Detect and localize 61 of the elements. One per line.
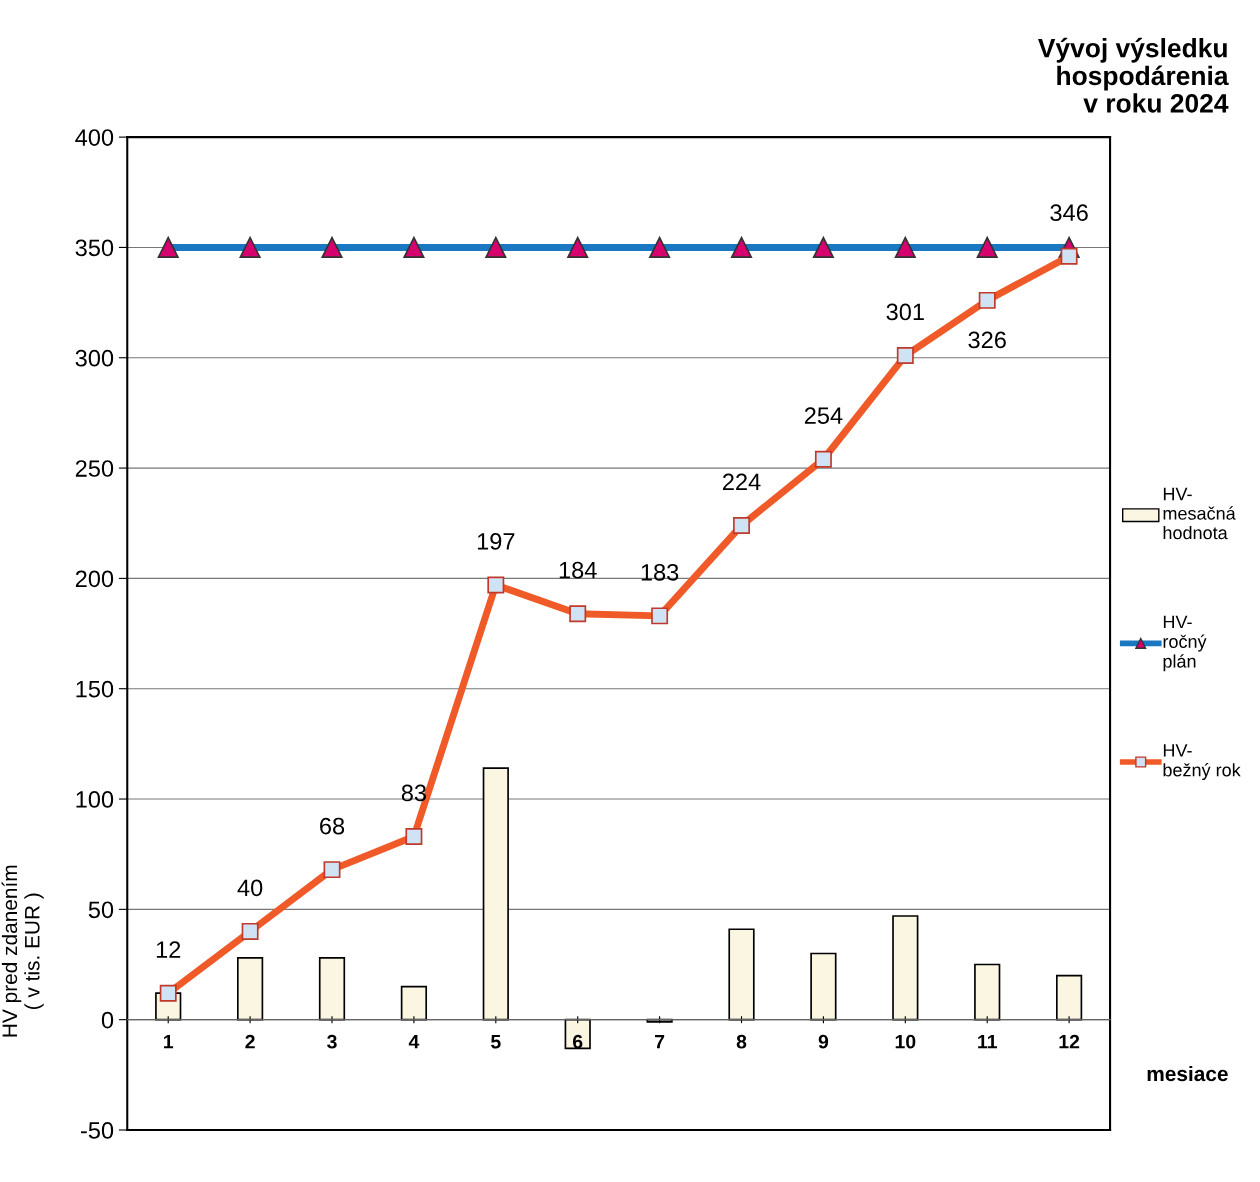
x-axis-title: mesiace — [1147, 1065, 1228, 1082]
data-label: 224 — [723, 473, 761, 490]
y-tick-label: 0 — [101, 1011, 114, 1029]
bar — [974, 963, 1001, 1021]
x-tick-label: 4 — [408, 1034, 420, 1049]
x-tick-label: 8 — [736, 1034, 747, 1049]
data-label: 184 — [559, 561, 597, 579]
data-label: 68 — [320, 817, 345, 835]
x-tick-label: 6 — [573, 1034, 583, 1049]
data-label: 346 — [1050, 204, 1088, 222]
data-label: 254 — [804, 407, 843, 425]
point — [159, 984, 177, 1002]
x-tick-label: 7 — [655, 1034, 665, 1049]
x-tick-label: 2 — [245, 1034, 255, 1049]
x-tick-label: 11 — [978, 1034, 997, 1049]
y-tick-label: 300 — [75, 349, 114, 367]
x-tick-label: 12 — [1059, 1034, 1080, 1049]
point — [487, 576, 505, 594]
data-label: 301 — [886, 303, 924, 321]
point — [896, 347, 914, 365]
x-tick-label: 5 — [491, 1034, 501, 1049]
x-tick-label: 9 — [818, 1034, 829, 1049]
y-tick-label: 350 — [75, 239, 114, 257]
bar — [400, 985, 428, 1021]
point — [814, 450, 832, 468]
y-tick-label: -50 — [80, 1122, 114, 1139]
point — [241, 922, 259, 940]
data-label: 40 — [237, 879, 263, 897]
data-label: 83 — [401, 784, 426, 802]
point — [569, 605, 587, 623]
x-tick-label: 10 — [895, 1034, 916, 1049]
bar — [1055, 974, 1083, 1021]
bar — [892, 915, 919, 1021]
legend-label: HV- bežný rok — [1163, 744, 1241, 781]
data-label: 197 — [477, 533, 515, 550]
x-tick-label: 1 — [164, 1034, 174, 1049]
x-tick-label: 3 — [327, 1034, 337, 1049]
bar — [810, 952, 837, 1021]
data-label: 12 — [156, 941, 181, 958]
data-label: 326 — [968, 331, 1006, 349]
y-tick-label: 150 — [76, 680, 114, 698]
point — [323, 861, 341, 879]
y-tick-label: 200 — [75, 570, 114, 588]
legend-label: HV- ročný plán — [1163, 615, 1207, 672]
point — [651, 607, 669, 625]
y-tick-label: 400 — [75, 129, 114, 146]
y-tick-label: 50 — [88, 901, 114, 919]
data-label: 183 — [641, 563, 679, 581]
legend-label: HV- mesačná hodnota — [1163, 487, 1236, 540]
bar — [728, 928, 755, 1021]
point — [405, 828, 423, 846]
y-tick-label: 250 — [75, 460, 114, 477]
chart-title: Vývoj výsledku hospodárenia v roku 2024 — [1038, 37, 1229, 113]
bar — [318, 957, 346, 1021]
y-tick-label: 100 — [76, 791, 114, 808]
point — [1060, 247, 1078, 265]
point — [978, 291, 996, 309]
y-axis-title: HV pred zdanením ( v tis. EUR ) — [1, 865, 44, 1037]
point — [733, 516, 750, 534]
bar — [236, 957, 264, 1021]
bar — [482, 767, 509, 1021]
